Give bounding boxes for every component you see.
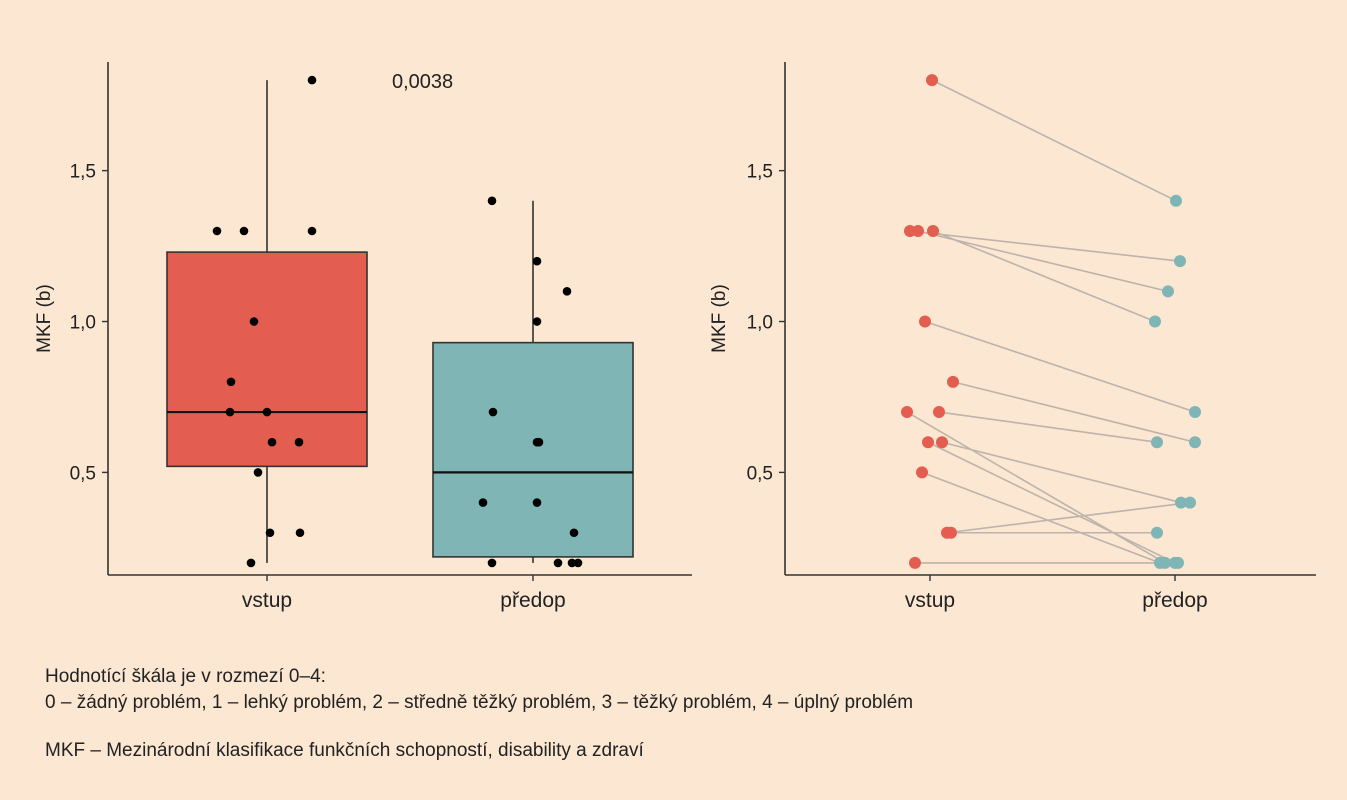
scale-values: 0 – žádný problém, 1 – lehký problém, 2 … — [45, 692, 914, 713]
abbreviation-note: MKF – Mezinárodní klasifikace funkčních … — [45, 740, 644, 761]
pair-line — [921, 471, 1161, 564]
point-predop — [1170, 194, 1182, 207]
point-predop — [1189, 406, 1201, 419]
data-point — [295, 528, 305, 538]
pair-line — [927, 441, 1176, 564]
point-vstup — [947, 375, 959, 388]
box-vstup — [166, 251, 368, 468]
pair-line — [909, 230, 1181, 262]
data-point — [534, 437, 544, 447]
scale-title: Hodnotící škála je v rozmezí 0–4: — [45, 666, 326, 687]
point-vstup — [901, 406, 913, 419]
data-point — [294, 437, 304, 447]
x-tick-label: předop — [1142, 589, 1207, 612]
data-point — [249, 317, 259, 326]
y-tick-label: 0,5 — [70, 463, 96, 484]
data-point — [532, 317, 542, 326]
data-point — [573, 558, 583, 568]
pair-line — [952, 381, 1196, 443]
data-point — [553, 558, 563, 568]
data-point — [226, 377, 236, 387]
pair-line — [906, 411, 1166, 564]
point-vstup — [936, 436, 948, 449]
data-point — [265, 528, 275, 538]
y-tick-label: 1,0 — [747, 313, 773, 334]
boxplot-panel: 0,5 1,0 1,5 vstup předop MKF (b) 0,0038 — [34, 62, 692, 612]
y-axis-label: MKF (b) — [34, 284, 55, 353]
point-vstup — [909, 556, 921, 569]
point-predop — [1172, 556, 1184, 569]
data-point — [307, 226, 317, 236]
point-predop — [1174, 255, 1186, 268]
point-predop — [1175, 496, 1187, 509]
point-vstup — [927, 224, 939, 237]
point-vstup — [912, 224, 924, 237]
y-axis-label: MKF (b) — [709, 284, 730, 353]
data-point — [487, 558, 497, 568]
point-predop — [1154, 556, 1166, 569]
pair-line — [938, 411, 1158, 444]
x-tick-label: předop — [500, 589, 565, 612]
x-tick-label: vstup — [905, 589, 955, 612]
data-point — [225, 407, 235, 417]
point-vstup — [922, 436, 934, 449]
data-point — [478, 498, 488, 507]
point-predop — [1151, 436, 1163, 449]
y-tick-label: 1,5 — [747, 162, 773, 183]
pair-line — [941, 441, 1182, 504]
data-point — [532, 256, 542, 266]
data-point — [262, 407, 272, 417]
y-tick-label: 0,5 — [747, 463, 773, 484]
data-point — [569, 528, 579, 538]
y-tick-label: 1,0 — [70, 313, 96, 334]
p-value-annotation: 0,0038 — [392, 71, 453, 93]
point-vstup — [916, 466, 928, 479]
data-point — [239, 226, 249, 236]
paired-line-panel: 0,5 1,0 1,5 vstup předop MKF (b) — [709, 62, 1316, 612]
point-predop — [1184, 496, 1196, 509]
figure-notes: Hodnotící škála je v rozmezí 0–4: 0 – žá… — [45, 664, 913, 764]
point-vstup — [926, 74, 938, 87]
pair-line — [931, 79, 1177, 202]
point-predop — [1151, 526, 1163, 539]
data-point — [532, 498, 542, 507]
data-point — [307, 75, 317, 85]
point-predop — [1149, 315, 1161, 328]
data-point — [488, 407, 498, 417]
data-point — [487, 196, 497, 206]
x-tick-label: vstup — [242, 589, 292, 612]
point-predop — [1189, 436, 1201, 449]
box-predop — [432, 341, 634, 558]
pair-line — [924, 320, 1196, 413]
point-vstup — [945, 526, 957, 539]
data-point — [267, 437, 277, 447]
pair-line — [946, 501, 1191, 534]
point-vstup — [919, 315, 931, 328]
data-point — [212, 226, 222, 236]
data-point — [567, 558, 577, 568]
data-point — [253, 468, 263, 477]
y-tick-label: 1,5 — [70, 162, 96, 183]
data-point — [246, 558, 256, 568]
point-vstup — [933, 406, 945, 419]
pair-line — [932, 230, 1156, 323]
data-point — [562, 287, 572, 296]
point-predop — [1162, 285, 1174, 298]
